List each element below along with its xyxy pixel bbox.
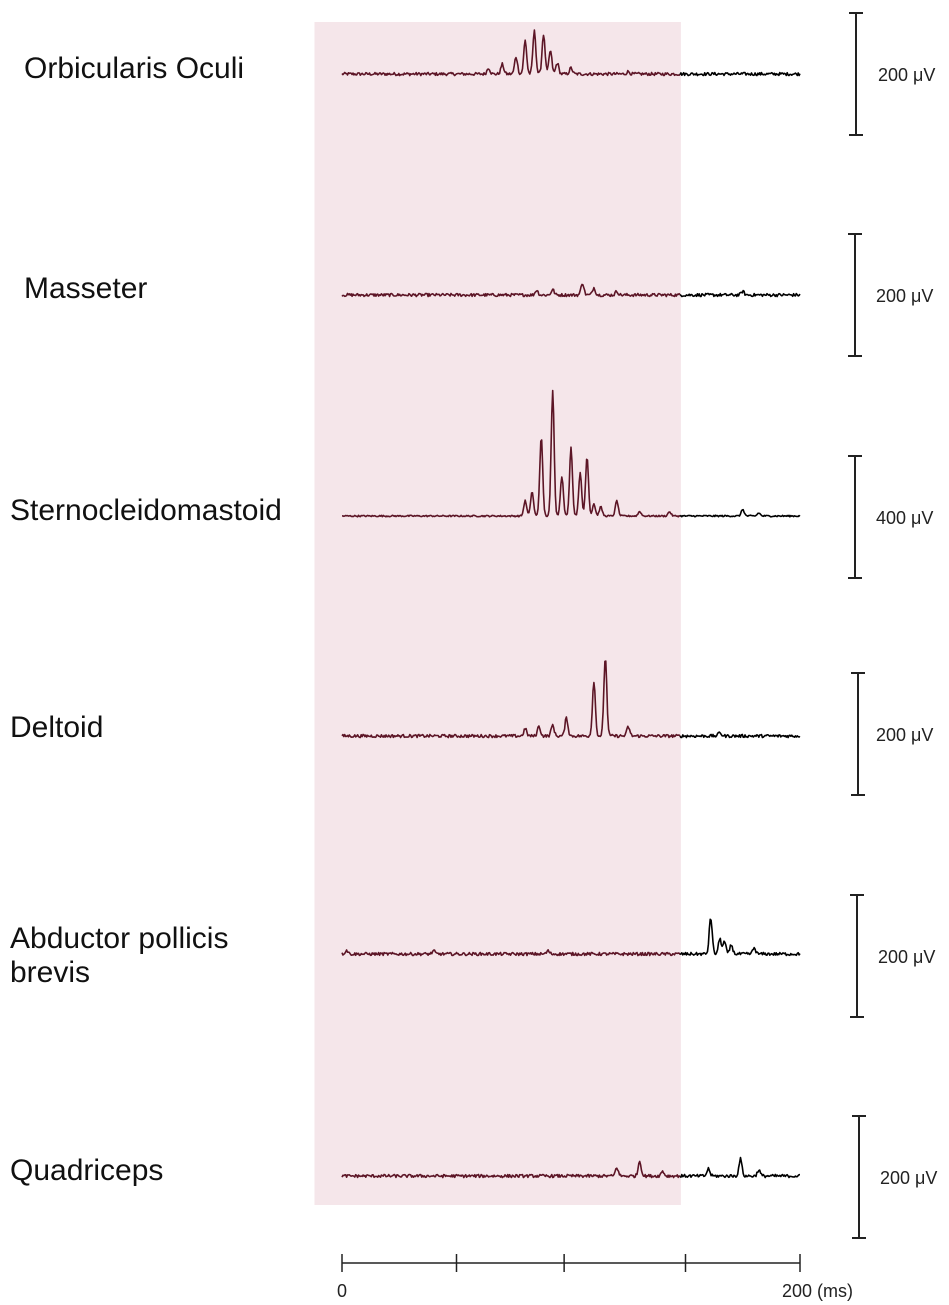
trace-in-window [341,283,681,298]
trace-after-window [679,918,801,957]
emg-row: Orbicularis Oculi 200 μV [24,12,935,136]
emg-row: Quadriceps 200 μV [10,1115,937,1239]
emg-row: Sternocleidomastoid 400 μV [10,389,933,579]
emg-row: Masseter 200 μV [24,233,933,357]
muscle-label: Masseter [24,272,147,305]
muscle-label: Orbicularis Oculi [24,52,244,85]
trace-in-window [341,29,681,77]
emg-rows: Orbicularis Oculi 200 μV Masseter 200 μV Ste… [10,12,937,1239]
scale-label: 200 μV [878,947,935,967]
trace-in-window [342,389,681,518]
scale-label: 200 μV [880,1168,937,1188]
tick-label: 200 (ms) [782,1281,853,1301]
trace-after-window [679,731,801,739]
trace-in-window [341,948,681,957]
trace-in-window [341,1160,681,1179]
scale-label: 200 μV [876,286,933,306]
scale-label: 400 μV [876,508,933,528]
muscle-label: Quadriceps [10,1154,163,1187]
tick-label: 0 [337,1281,347,1301]
highlight-window [314,22,681,1205]
muscle-label: Sternocleidomastoid [10,494,282,527]
muscle-label: Deltoid [10,711,103,744]
trace-after-window [679,1156,800,1179]
trace-after-window [679,289,801,298]
muscle-label: Abductor pollicis brevis [10,922,228,989]
time-axis: 0 200 (ms) [337,1254,853,1301]
emg-row: Abductor pollicis brevis 200 μV [10,894,935,1018]
trace-in-window [341,660,681,739]
scale-label: 200 μV [876,725,933,745]
scale-label: 200 μV [878,65,935,85]
emg-row: Deltoid 200 μV [10,660,933,796]
trace-after-window [679,508,801,518]
trace-after-window [679,71,801,77]
